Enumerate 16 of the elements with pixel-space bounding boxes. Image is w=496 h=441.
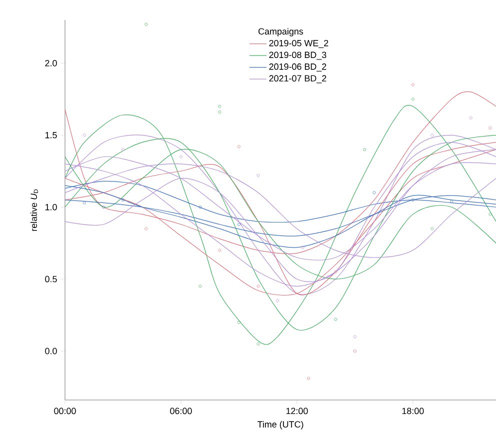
x-tick-label: 06:00 xyxy=(170,408,192,414)
y-tick-label: 0.0 xyxy=(45,348,57,354)
legend-label: 2019-06 BD_2 xyxy=(269,63,326,72)
x-tick-label: 18:00 xyxy=(402,408,424,414)
x-tick-label: 00:00 xyxy=(54,408,76,414)
y-axis-title: relative U$_{D}$ xyxy=(30,189,38,231)
legend-label: 2019-05 WE_2 xyxy=(269,40,328,48)
legend-label: 2019-08 BD_3 xyxy=(269,52,326,60)
x-axis-title: Time (UTC) xyxy=(257,420,304,430)
y-tick-label: 0.5 xyxy=(45,276,57,282)
y-tick-label: 2.0 xyxy=(45,60,57,66)
legend-title: Campaigns xyxy=(258,28,304,36)
y-tick-label: 1.5 xyxy=(45,132,57,138)
y-tick-label: 1.0 xyxy=(45,204,57,210)
legend-label: 2021-07 BD_2 xyxy=(269,75,326,84)
x-tick-label: 12:00 xyxy=(286,408,308,414)
